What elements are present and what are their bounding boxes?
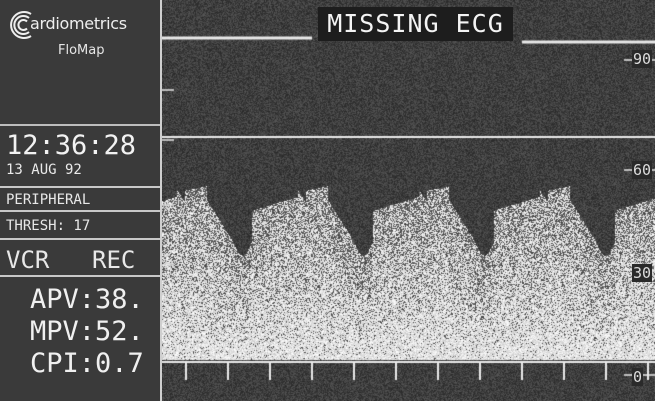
scale-label-30: 30 xyxy=(632,264,653,282)
brand-panel: ardiometrics FloMap xyxy=(0,0,160,126)
apv-readout: APV:38. xyxy=(30,284,144,315)
threshold-panel: THRESH: 17 xyxy=(0,213,160,240)
cardiometrics-logo-icon xyxy=(10,11,32,39)
mode-panel: PERIPHERAL xyxy=(0,186,160,212)
scale-label-60: 60 xyxy=(632,161,653,179)
mpv-readout: MPV:52. xyxy=(30,316,144,347)
vcr-panel: VCR REC xyxy=(0,241,160,277)
time-readout: 12:36:28 xyxy=(6,130,137,161)
rec-status: REC xyxy=(92,246,136,274)
scale-label-90: 90 xyxy=(632,50,653,68)
cpi-readout: CPI:0.7 xyxy=(30,348,144,379)
brand-name: ardiometrics xyxy=(30,14,127,33)
clock-panel: 12:36:28 13 AUG 92 xyxy=(0,128,160,184)
spectral-waveform xyxy=(162,0,655,401)
sidebar: ardiometrics FloMap 12:36:28 13 AUG 92 P… xyxy=(0,0,162,401)
date-readout: 13 AUG 92 xyxy=(6,162,82,178)
stats-panel: APV:38. MPV:52. CPI:0.7 xyxy=(0,278,160,401)
scale-label-0: 0 xyxy=(632,368,644,386)
status-banner: MISSING ECG xyxy=(318,7,513,41)
doppler-display: MISSING ECG 90 60 30 0 xyxy=(162,0,655,401)
threshold-label: THRESH: 17 xyxy=(6,218,91,234)
vcr-label: VCR xyxy=(6,246,50,274)
spectral-canvas xyxy=(162,0,655,401)
product-name: FloMap xyxy=(58,43,105,58)
mode-label: PERIPHERAL xyxy=(6,192,91,208)
